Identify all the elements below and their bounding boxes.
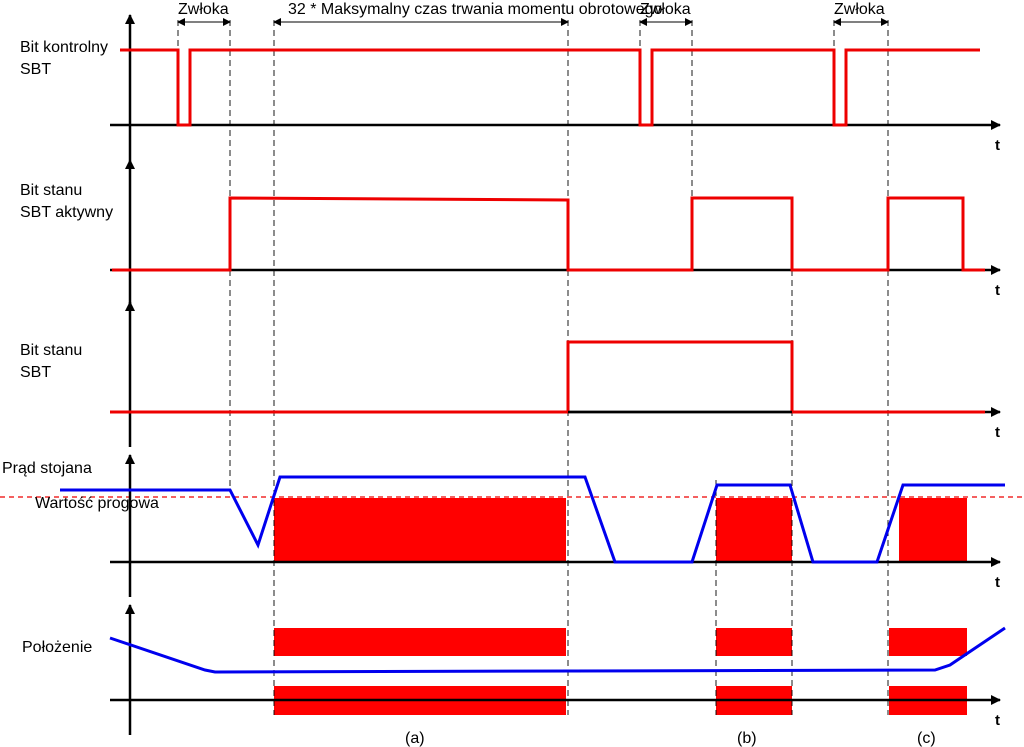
signal-label: Prąd stojana	[2, 460, 92, 477]
phase-label: (c)	[917, 730, 936, 747]
signal-label: SBT	[20, 61, 51, 78]
signal-label: Bit stanu	[20, 182, 82, 199]
signal-label: Bit stanu	[20, 342, 82, 359]
signal-trace	[112, 196, 985, 272]
axis-label: t	[995, 137, 1000, 154]
signal-trace	[120, 48, 980, 127]
active-region	[889, 628, 967, 656]
threshold-label: Wartość progowa	[35, 495, 159, 512]
analog-trace	[60, 475, 1005, 564]
phase-label: (a)	[405, 730, 425, 747]
signal-label: Położenie	[22, 639, 92, 656]
axis-label: t	[995, 282, 1000, 299]
axis-label: t	[995, 424, 1000, 441]
active-region	[716, 628, 792, 656]
delay-label: Zwłoka	[834, 1, 885, 18]
phase-label: (b)	[737, 730, 757, 747]
signal-label: Bit kontrolny	[20, 39, 108, 56]
active-region	[274, 628, 566, 656]
active-region	[274, 498, 566, 562]
signal-trace	[110, 340, 985, 414]
axis-label: t	[995, 712, 1000, 729]
active-region	[899, 498, 967, 562]
signal-label: SBT aktywny	[20, 204, 113, 221]
axis-label: t	[995, 574, 1000, 591]
active-region	[716, 498, 792, 562]
signal-label: SBT	[20, 364, 51, 381]
delay-label: Zwłoka	[178, 1, 229, 18]
delay-label: Zwłoka	[640, 1, 691, 18]
duration-label: 32 * Maksymalny czas trwania momentu obr…	[288, 1, 662, 18]
analog-trace	[109, 626, 1006, 674]
